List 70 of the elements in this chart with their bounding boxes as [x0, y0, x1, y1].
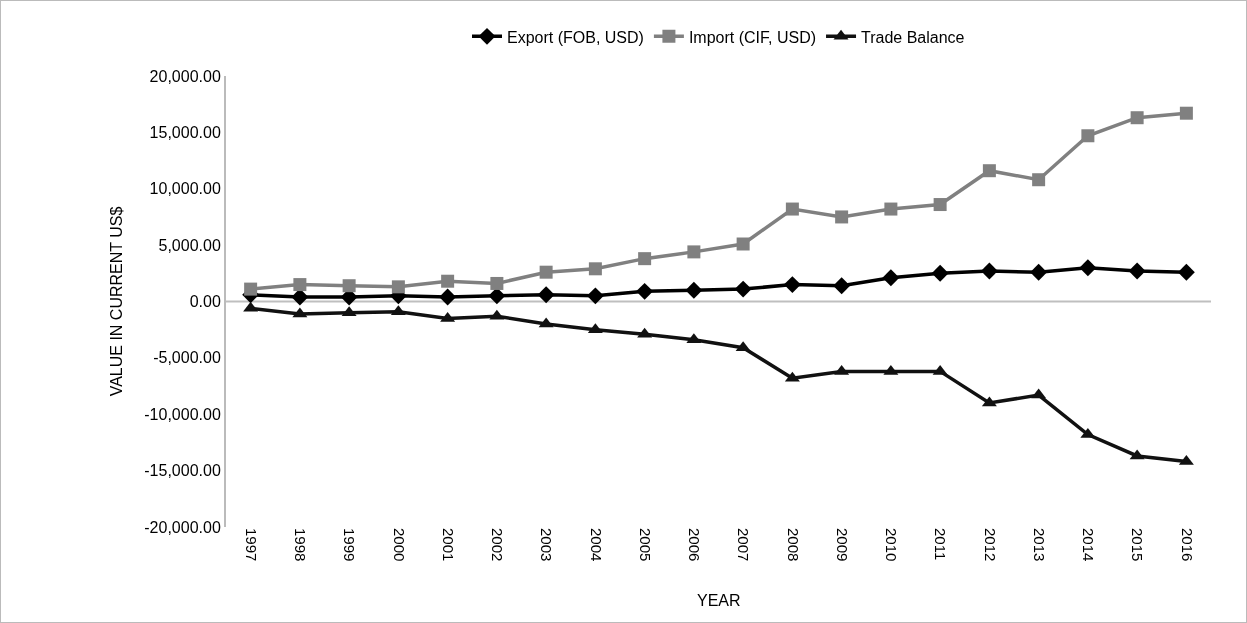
point [882, 269, 900, 287]
point [636, 282, 654, 300]
point [835, 210, 849, 224]
x-axis-title: YEAR [697, 592, 741, 609]
point [980, 262, 998, 280]
y-tick-label: 10,000.00 [149, 180, 221, 198]
point [931, 264, 949, 282]
x-tick-label: 2003 [538, 528, 556, 562]
x-tick-label: 2012 [981, 528, 999, 562]
x-tick-label: 2006 [686, 528, 704, 562]
point [588, 262, 602, 276]
point [1032, 173, 1046, 187]
point [1177, 263, 1195, 281]
point [244, 282, 258, 296]
y-tick-label: 5,000.00 [158, 236, 221, 254]
point [884, 202, 898, 216]
point [293, 278, 307, 292]
legend-label: Export (FOB, USD) [507, 28, 644, 46]
x-tick-label: 2004 [587, 528, 605, 562]
point [1081, 129, 1095, 143]
point [490, 276, 504, 290]
point [1128, 262, 1146, 280]
x-tick-label: 2001 [439, 528, 457, 562]
point [1179, 106, 1193, 120]
x-tick-label: 1999 [341, 528, 359, 562]
point [441, 274, 455, 288]
point [1079, 259, 1097, 277]
x-tick-label: 2015 [1129, 528, 1147, 562]
y-axis-title: VALUE IN CURRENT US$ [107, 206, 125, 397]
point [586, 287, 604, 305]
y-tick-label: -10,000.00 [144, 405, 221, 423]
point [833, 277, 851, 295]
point [391, 280, 405, 294]
point [342, 279, 356, 293]
y-tick-label: 20,000.00 [149, 67, 221, 85]
point [537, 286, 555, 304]
point [687, 245, 701, 259]
point [982, 164, 996, 178]
y-tick-label: -20,000.00 [144, 518, 221, 536]
x-tick-label: 2005 [636, 528, 654, 562]
y-tick-label: -15,000.00 [144, 462, 221, 480]
point [933, 198, 947, 212]
legend-label: Import (CIF, USD) [688, 28, 817, 46]
y-tick-label: 0.00 [189, 293, 221, 311]
legend-label: Trade Balance [861, 28, 965, 46]
x-tick-label: 2007 [735, 528, 753, 562]
point [1030, 263, 1048, 281]
point [736, 237, 750, 251]
y-tick-label: -5,000.00 [153, 349, 221, 367]
x-tick-label: 2008 [784, 528, 802, 562]
x-tick-label: 2009 [833, 528, 851, 562]
point [734, 280, 752, 298]
x-tick-label: 2014 [1080, 528, 1098, 562]
point [1130, 111, 1144, 125]
x-tick-label: 2000 [390, 528, 408, 562]
x-tick-label: 2002 [489, 528, 507, 562]
x-tick-label: 2011 [932, 528, 950, 561]
point [488, 287, 506, 305]
x-tick-label: 2016 [1178, 528, 1196, 562]
x-tick-label: 1997 [242, 528, 260, 562]
point [439, 288, 457, 306]
x-tick-label: 2010 [883, 528, 901, 562]
x-tick-label: 1998 [292, 528, 310, 562]
y-tick-label: 15,000.00 [149, 123, 221, 141]
point [783, 276, 801, 294]
point [685, 281, 703, 299]
point [638, 252, 652, 266]
x-tick-label: 2013 [1030, 528, 1048, 562]
point [539, 265, 553, 279]
point [785, 202, 799, 216]
